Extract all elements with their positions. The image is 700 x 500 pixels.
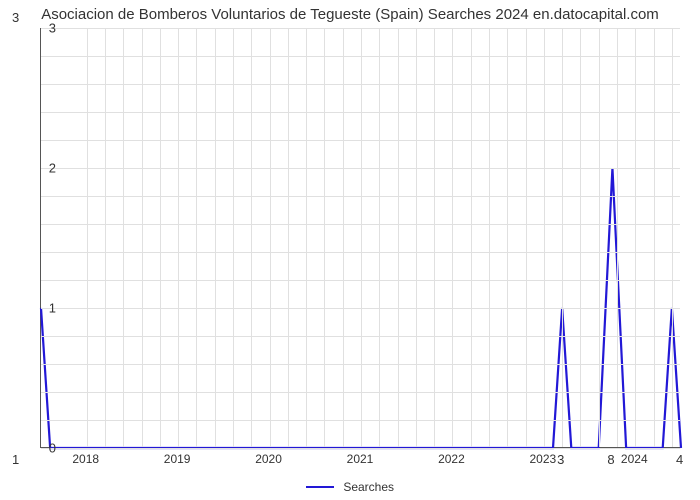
legend-label: Searches — [343, 480, 394, 494]
grid-horizontal — [41, 196, 680, 197]
grid-vertical — [617, 28, 618, 447]
grid-vertical — [361, 28, 362, 447]
grid-vertical — [379, 28, 380, 447]
grid-vertical — [398, 28, 399, 447]
grid-horizontal — [41, 140, 680, 141]
grid-vertical — [251, 28, 252, 447]
chart-container: Asociacion de Bomberos Voluntarios de Te… — [0, 0, 700, 500]
grid-horizontal — [41, 364, 680, 365]
grid-vertical — [87, 28, 88, 447]
corner-label: 8 — [607, 452, 614, 467]
grid-vertical — [489, 28, 490, 447]
x-tick-label: 2019 — [164, 452, 191, 466]
grid-horizontal — [41, 84, 680, 85]
grid-vertical — [416, 28, 417, 447]
grid-vertical — [526, 28, 527, 447]
grid-vertical — [142, 28, 143, 447]
grid-horizontal — [41, 252, 680, 253]
grid-vertical — [343, 28, 344, 447]
chart-title: Asociacion de Bomberos Voluntarios de Te… — [0, 6, 700, 23]
x-tick-label: 2020 — [255, 452, 282, 466]
grid-vertical — [324, 28, 325, 447]
grid-horizontal — [41, 420, 680, 421]
grid-vertical — [270, 28, 271, 447]
corner-label: 1 — [12, 452, 19, 467]
x-tick-label: 2021 — [347, 452, 374, 466]
grid-vertical — [507, 28, 508, 447]
x-tick-label: 2018 — [72, 452, 99, 466]
grid-horizontal — [41, 224, 680, 225]
grid-vertical — [580, 28, 581, 447]
legend-swatch — [306, 486, 334, 488]
y-tick-label: 0 — [36, 441, 56, 456]
grid-vertical — [452, 28, 453, 447]
grid-vertical — [654, 28, 655, 447]
grid-horizontal — [41, 56, 680, 57]
grid-vertical — [471, 28, 472, 447]
grid-vertical — [105, 28, 106, 447]
y-tick-label: 2 — [36, 161, 56, 176]
corner-label: 4 — [676, 452, 683, 467]
grid-horizontal — [41, 308, 680, 309]
grid-horizontal — [41, 28, 680, 29]
grid-vertical — [635, 28, 636, 447]
y-tick-label: 3 — [36, 21, 56, 36]
grid-horizontal — [41, 392, 680, 393]
grid-horizontal — [41, 112, 680, 113]
grid-vertical — [196, 28, 197, 447]
grid-horizontal — [41, 280, 680, 281]
grid-vertical — [599, 28, 600, 447]
x-tick-label: 2022 — [438, 452, 465, 466]
grid-horizontal — [41, 168, 680, 169]
grid-horizontal — [41, 336, 680, 337]
x-tick-label: 2024 — [621, 452, 648, 466]
y-tick-label: 1 — [36, 301, 56, 316]
grid-vertical — [160, 28, 161, 447]
grid-vertical — [288, 28, 289, 447]
x-tick-label: 2023 — [529, 452, 556, 466]
corner-label: 3 — [557, 452, 564, 467]
grid-vertical — [306, 28, 307, 447]
legend: Searches — [0, 479, 700, 494]
grid-vertical — [544, 28, 545, 447]
plot-area — [40, 28, 680, 448]
grid-vertical — [123, 28, 124, 447]
grid-vertical — [434, 28, 435, 447]
grid-vertical — [672, 28, 673, 447]
grid-vertical — [562, 28, 563, 447]
grid-vertical — [233, 28, 234, 447]
grid-vertical — [215, 28, 216, 447]
grid-horizontal — [41, 448, 680, 449]
grid-vertical — [178, 28, 179, 447]
corner-label: 3 — [12, 10, 19, 25]
